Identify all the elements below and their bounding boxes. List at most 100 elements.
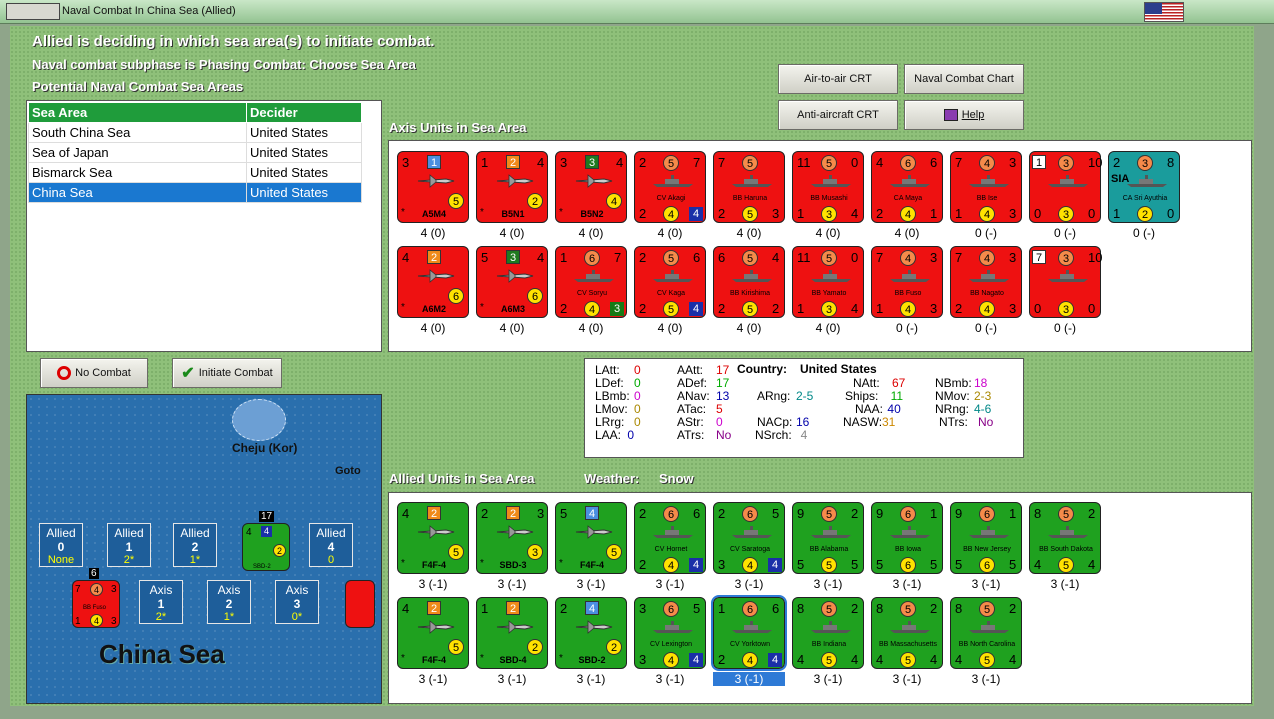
unit-value-top-center: 6 xyxy=(742,506,758,522)
air-unit-counter[interactable]: 1 2 4 2 * B5N1 xyxy=(476,151,548,223)
ship-icon xyxy=(890,174,930,188)
unit-value-top-left: 9 xyxy=(876,506,884,521)
allied-box[interactable]: Allied 2 1* xyxy=(173,523,217,567)
plane-icon xyxy=(416,269,456,283)
allied-box[interactable]: Allied 0 None xyxy=(39,523,83,567)
unit-value-top-center: 4 xyxy=(979,155,995,171)
air-unit-counter[interactable]: 3 3 4 4 * B5N2 xyxy=(555,151,627,223)
unit-strength-caption: 0 (-) xyxy=(975,226,997,240)
ship-unit-counter[interactable]: 2 5 6 CV Kaga 2 5 4 xyxy=(634,246,706,318)
unit-name: BB Nagato xyxy=(970,290,1004,297)
sea-area-row[interactable]: South China Sea United States xyxy=(28,122,362,143)
unit-value-top-left: 1 xyxy=(481,155,489,170)
unit-value-bottom-right: 4 xyxy=(768,558,782,572)
air-unit-counter[interactable]: 4 2 5 * F4F-4 xyxy=(397,502,469,574)
air-unit-counter[interactable]: 1 2 2 * SBD-4 xyxy=(476,597,548,669)
system-menu-icon[interactable] xyxy=(6,3,60,20)
sea-area-row[interactable]: China Sea United States xyxy=(28,182,362,203)
unit-value-top-center: 5 xyxy=(821,155,837,171)
air-unit-counter[interactable]: 5 4 5 * F4F-4 xyxy=(555,502,627,574)
ship-icon xyxy=(1048,174,1088,188)
ship-unit-counter[interactable]: 9 6 1 BB New Jersey 5 6 5 xyxy=(950,502,1022,574)
ship-unit-counter[interactable]: 7 4 3 BB Nagato 2 4 3 xyxy=(950,246,1022,318)
unit-value-top-center: 5 xyxy=(979,601,995,617)
unit-value-top-left: 8 xyxy=(955,601,963,616)
ship-unit-counter[interactable]: 1 6 7 CV Soryu 2 4 3 xyxy=(555,246,627,318)
ship-icon xyxy=(969,269,1009,283)
no-combat-button[interactable]: No Combat xyxy=(40,358,148,388)
ship-unit-counter[interactable]: 3 6 5 CV Lexington 3 4 4 xyxy=(634,597,706,669)
unit-name: CV Lexington xyxy=(649,641,693,648)
ship-unit-counter[interactable]: 2 3 8 SIA CA Sri Ayuthia 1 2 0 xyxy=(1108,151,1180,223)
stat-value: 13 xyxy=(716,389,730,403)
axis-box-title: Axis xyxy=(149,583,173,597)
unit-strength-caption: 4 (0) xyxy=(499,226,525,240)
stat-key: NTrs: xyxy=(939,415,968,429)
ship-unit-counter[interactable]: 4 6 6 CA Maya 2 4 1 xyxy=(871,151,943,223)
unit-value-top-right: 2 xyxy=(851,506,859,521)
ship-unit-counter[interactable]: 7 4 3 BB Ise 1 4 3 xyxy=(950,151,1022,223)
plane-icon xyxy=(574,174,614,188)
ship-unit-counter[interactable]: 2 6 6 CV Hornet 2 4 4 xyxy=(634,502,706,574)
air-unit-counter[interactable]: 2 4 2 * SBD-2 xyxy=(555,597,627,669)
axis-box[interactable]: Axis 2 1* xyxy=(207,580,251,624)
air-to-air-crt-button[interactable]: Air-to-air CRT xyxy=(778,64,898,94)
ship-unit-counter[interactable]: 6 5 4 BB Kirishima 2 5 2 xyxy=(713,246,785,318)
ship-unit-counter[interactable]: 7 4 3 BB Fuso 1 4 3 xyxy=(871,246,943,318)
ship-unit-counter[interactable]: 11 5 0 BB Musashi 1 3 4 xyxy=(792,151,864,223)
air-unit-counter[interactable]: 4 2 6 * A6M2 xyxy=(397,246,469,318)
ship-unit-counter[interactable]: 8 5 2 BB North Carolina 4 5 4 xyxy=(950,597,1022,669)
ship-icon xyxy=(653,174,693,188)
unit-value-top-right: 6 xyxy=(772,601,780,616)
unit-value-circle: 2 xyxy=(527,193,543,209)
air-unit-counter[interactable]: 3 1 5 * A5M4 xyxy=(397,151,469,223)
unit-value-top-center: 5 xyxy=(821,601,837,617)
ship-unit-counter[interactable]: 1 6 6 CV Yorktown 2 4 4 xyxy=(711,595,787,671)
sea-area-row[interactable]: Bismarck Sea United States xyxy=(28,162,362,183)
map-ship-unit-counter-partial[interactable] xyxy=(345,580,375,628)
plane-icon xyxy=(495,620,535,634)
allied-box[interactable]: Allied 4 0 xyxy=(309,523,353,567)
help-button[interactable]: Help xyxy=(904,100,1024,130)
ship-unit-counter[interactable]: 9 6 1 BB Iowa 5 6 5 xyxy=(871,502,943,574)
ship-unit-counter[interactable]: 8 5 2 BB Indiana 4 5 4 xyxy=(792,597,864,669)
stat-key: AStr: xyxy=(677,415,704,429)
axis-box[interactable]: Axis 3 0* xyxy=(275,580,319,624)
air-unit-counter[interactable]: 4 2 5 * F4F-4 xyxy=(397,597,469,669)
unit-value-bottom-center: 4 xyxy=(742,652,758,668)
ship-unit-counter[interactable]: 7 3 10 0 3 0 xyxy=(1029,246,1102,318)
anti-aircraft-crt-button[interactable]: Anti-aircraft CRT xyxy=(778,100,898,130)
unit-value-top-center: 2 xyxy=(427,601,441,615)
unit-strength-caption: 3 (-1) xyxy=(497,672,527,686)
stat-key: ANav: xyxy=(677,389,710,403)
unit-value-top-center: 6 xyxy=(663,601,679,617)
unit-value-top-left: 1 xyxy=(1032,155,1046,169)
unit-value-top-center: 6 xyxy=(584,250,600,266)
map-air-unit-counter[interactable]: 4 4 2 SBD-2 xyxy=(242,523,290,571)
air-unit-counter[interactable]: 5 3 4 6 * A6M3 xyxy=(476,246,548,318)
axis-units-panel: 3 1 5 * A5M4 4 (0) 1 2 4 2 * B5N1 4 (0) 3 3 4 4 * B5N2 4 (0… xyxy=(388,140,1252,352)
plane-icon xyxy=(495,269,535,283)
air-unit-counter[interactable]: 2 2 3 3 * SBD-3 xyxy=(476,502,548,574)
allied-box[interactable]: Allied 1 2* xyxy=(107,523,151,567)
sea-area-map[interactable]: Cheju (Kor) Goto China Sea Allied 0 None Al… xyxy=(26,394,382,704)
ship-unit-counter[interactable]: 9 5 2 BB Alabama 5 5 5 xyxy=(792,502,864,574)
ship-unit-counter[interactable]: 1 3 10 0 3 0 xyxy=(1029,151,1102,223)
initiate-combat-button[interactable]: ✔ Initiate Combat xyxy=(172,358,282,388)
unit-strength-caption: 4 (0) xyxy=(815,226,841,240)
map-ship-unit-counter[interactable]: 7 4 3 BB Fuso 1 4 3 xyxy=(72,580,120,628)
ship-unit-counter[interactable]: 8 5 2 BB South Dakota 4 5 4 xyxy=(1029,502,1101,574)
allied-box-title: Allied xyxy=(46,526,76,540)
naval-combat-chart-button[interactable]: Naval Combat Chart xyxy=(904,64,1024,94)
axis-box[interactable]: Axis 1 2* xyxy=(139,580,183,624)
ship-unit-counter[interactable]: 11 5 0 BB Yamato 1 3 4 xyxy=(792,246,864,318)
unit-value-top-center: 6 xyxy=(663,506,679,522)
ship-unit-counter[interactable]: 2 5 7 CV Akagi 2 4 4 xyxy=(634,151,706,223)
ship-unit-counter[interactable]: 8 5 2 BB Massachusetts 4 5 4 xyxy=(871,597,943,669)
ship-unit-counter[interactable]: 7 5 BB Haruna 2 5 3 xyxy=(713,151,785,223)
ship-icon xyxy=(732,174,772,188)
ship-unit-counter[interactable]: 2 6 5 CV Saratoga 3 4 4 xyxy=(713,502,785,574)
unit-name: BB Ise xyxy=(976,195,998,202)
unit-value-bottom-right: 4 xyxy=(689,302,703,316)
sea-area-row[interactable]: Sea of Japan United States xyxy=(28,142,362,163)
